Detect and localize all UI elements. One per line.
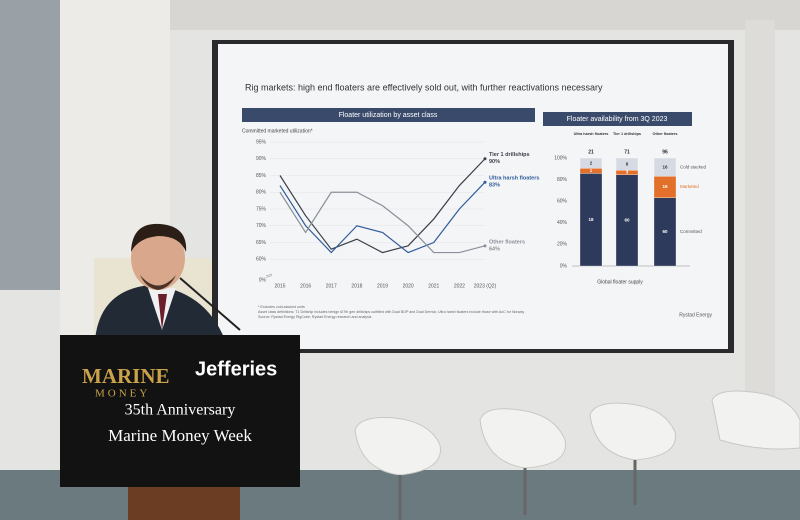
legend-label: Other floaters bbox=[489, 239, 525, 245]
data-label: 64% bbox=[489, 246, 500, 252]
series-line bbox=[279, 158, 486, 254]
x-tick-label: 2019 bbox=[377, 283, 388, 289]
y-tick-label: 85% bbox=[256, 173, 267, 179]
podium-base bbox=[128, 487, 240, 520]
y-tick-label: 60% bbox=[557, 199, 568, 205]
brand: Rystad Energy bbox=[679, 312, 712, 318]
data-label: 90% bbox=[489, 159, 500, 165]
y-tick-label: 0% bbox=[259, 277, 267, 283]
end-point bbox=[483, 180, 487, 184]
y-tick-label: 0% bbox=[560, 263, 568, 269]
speaker-head bbox=[131, 226, 185, 290]
data-label: 3 bbox=[626, 170, 629, 175]
chair bbox=[354, 417, 441, 476]
end-point bbox=[483, 157, 487, 161]
legend-label: Committed bbox=[680, 229, 702, 234]
category-label: Ultra harsh floaters bbox=[574, 132, 609, 136]
series-line bbox=[279, 191, 486, 254]
data-label: 18 bbox=[588, 217, 594, 222]
x-tick-label: 2020 bbox=[403, 283, 414, 289]
bar-segment bbox=[615, 157, 639, 171]
charts: 0%60%65%70%75%80%85%90%95%2015 2016 2017 20… bbox=[256, 132, 707, 289]
data-label: 19 bbox=[662, 184, 668, 189]
chair bbox=[479, 408, 566, 469]
y-tick-label: 90% bbox=[256, 156, 267, 162]
chairs bbox=[354, 390, 800, 476]
podium bbox=[60, 335, 300, 487]
chair bbox=[711, 390, 800, 450]
data-label: 1 bbox=[590, 168, 593, 173]
category-label: Other floaters bbox=[653, 132, 678, 136]
podium-text: 35th Anniversary bbox=[125, 402, 236, 419]
y-axis-label: Committed marketed utilization* bbox=[242, 128, 313, 134]
data-label: 8 bbox=[626, 161, 629, 166]
slide-title: Rig markets: high end floaters are effec… bbox=[245, 82, 603, 92]
total-label: 21 bbox=[588, 149, 594, 155]
window bbox=[0, 0, 60, 290]
speaker-tie bbox=[158, 294, 167, 330]
x-tick-label: 2018 bbox=[351, 283, 362, 289]
data-label: 2 bbox=[590, 160, 593, 165]
total-label: 96 bbox=[662, 149, 668, 155]
x-axis-label: Global floater supply bbox=[597, 279, 643, 285]
category-label: Tier 1 drillships bbox=[613, 132, 641, 136]
y-tick-label: 95% bbox=[256, 139, 267, 145]
pillar-right bbox=[745, 20, 775, 440]
end-point bbox=[483, 244, 487, 248]
chair bbox=[589, 402, 676, 461]
legend-label: Marketed bbox=[680, 184, 699, 189]
podium-brand: MARINE bbox=[82, 364, 170, 388]
x-tick-label: 2017 bbox=[326, 283, 337, 289]
speaker-beard bbox=[140, 275, 176, 290]
microphone bbox=[179, 277, 241, 331]
chart-title: Floater utilization by asset class bbox=[339, 112, 438, 119]
data-label: 60 bbox=[624, 218, 630, 223]
data-label: 60 bbox=[662, 229, 668, 234]
y-tick-label: 70% bbox=[256, 223, 267, 229]
data-label: 16 bbox=[662, 164, 668, 169]
slide bbox=[218, 44, 728, 349]
footnote: Asset class definitions: T1 Drillship in… bbox=[258, 310, 524, 314]
total-label: 71 bbox=[624, 149, 630, 155]
footnote: Source: Rystad Energy RigCube; Rystad En… bbox=[258, 315, 372, 319]
legend-label: Tier 1 drillships bbox=[489, 152, 530, 158]
y-tick-label: 65% bbox=[256, 240, 267, 246]
right-header bbox=[543, 112, 692, 126]
series-line bbox=[279, 181, 486, 254]
podium-text: Marine Money Week bbox=[108, 426, 252, 445]
podium-brand: Jefferies bbox=[195, 358, 277, 380]
bar-segment bbox=[653, 157, 677, 177]
left-header bbox=[242, 108, 535, 122]
y-tick-label: 75% bbox=[256, 206, 267, 212]
x-tick-label: 2015 bbox=[274, 283, 285, 289]
x-tick-label: 2023 (Q2) bbox=[474, 283, 497, 289]
legend-label: Ultra harsh floaters bbox=[489, 176, 539, 182]
speaker-hair bbox=[131, 223, 187, 252]
ceiling-molding bbox=[170, 0, 800, 30]
x-tick-label: 2016 bbox=[300, 283, 311, 289]
y-tick-label: 60% bbox=[256, 257, 267, 263]
footnote: * Excludes cold-stacked units bbox=[258, 305, 305, 309]
podium-brand: MONEY bbox=[95, 388, 150, 400]
y-tick-label: 80% bbox=[256, 190, 267, 196]
data-label: 83% bbox=[489, 183, 500, 189]
y-tick-label: 40% bbox=[557, 220, 568, 226]
y-tick-label: 100% bbox=[554, 155, 567, 161]
x-tick-label: 2021 bbox=[428, 283, 439, 289]
axis-break bbox=[265, 273, 273, 278]
chart-title: Floater availability from 3Q 2023 bbox=[567, 116, 668, 123]
legend-label: Cold stacked bbox=[680, 164, 707, 169]
x-tick-label: 2022 bbox=[454, 283, 465, 289]
y-tick-label: 20% bbox=[557, 242, 568, 248]
bar-segment bbox=[579, 157, 603, 169]
y-tick-label: 80% bbox=[557, 177, 568, 183]
